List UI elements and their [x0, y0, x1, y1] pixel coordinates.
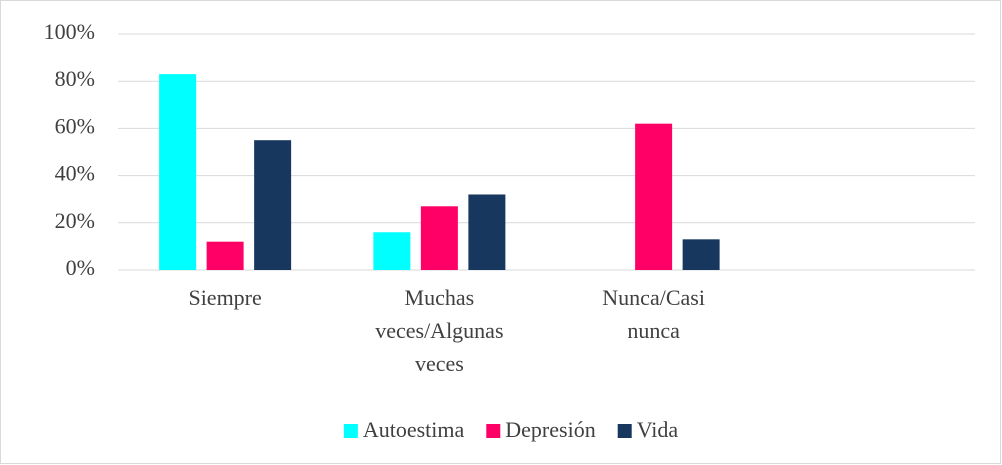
bar	[468, 194, 506, 270]
legend-swatch	[343, 424, 358, 438]
legend-label: Depresión	[505, 417, 595, 442]
bar	[206, 241, 244, 270]
legend-label: Vida	[637, 417, 679, 442]
y-tick-label: 40%	[55, 161, 95, 186]
y-tick-label: 80%	[55, 66, 95, 91]
bar	[254, 140, 292, 270]
x-tick-label: Muchas veces/Algunas veces	[375, 285, 503, 376]
bar	[373, 232, 411, 270]
legend-label: Autoestima	[363, 417, 465, 442]
bar	[635, 123, 673, 271]
y-tick-label: 60%	[55, 113, 95, 138]
y-tick-label: 0%	[66, 255, 95, 280]
bar	[159, 74, 197, 271]
y-tick-label: 100%	[44, 19, 95, 44]
legend-swatch	[617, 424, 632, 438]
bar	[682, 239, 720, 270]
legend-swatch	[486, 424, 501, 438]
y-tick-label: 20%	[55, 208, 95, 233]
x-tick-label: Siempre	[188, 285, 261, 310]
x-tick-label: Nunca/Casi nunca	[602, 285, 705, 343]
bar	[420, 206, 458, 270]
